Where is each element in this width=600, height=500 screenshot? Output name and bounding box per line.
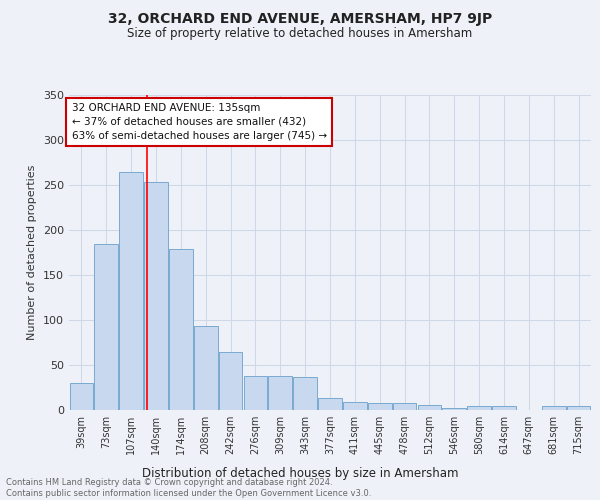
Bar bbox=[368, 403, 392, 410]
Bar bbox=[393, 403, 416, 410]
Bar bbox=[119, 172, 143, 410]
Bar bbox=[244, 376, 267, 410]
Bar bbox=[492, 406, 516, 410]
Bar bbox=[567, 406, 590, 410]
Text: 32, ORCHARD END AVENUE, AMERSHAM, HP7 9JP: 32, ORCHARD END AVENUE, AMERSHAM, HP7 9J… bbox=[108, 12, 492, 26]
Text: Size of property relative to detached houses in Amersham: Size of property relative to detached ho… bbox=[127, 28, 473, 40]
Bar bbox=[70, 383, 93, 410]
Bar bbox=[542, 406, 566, 410]
Y-axis label: Number of detached properties: Number of detached properties bbox=[28, 165, 37, 340]
Text: 32 ORCHARD END AVENUE: 135sqm
← 37% of detached houses are smaller (432)
63% of : 32 ORCHARD END AVENUE: 135sqm ← 37% of d… bbox=[71, 103, 327, 141]
Bar bbox=[144, 182, 168, 410]
Bar bbox=[194, 326, 218, 410]
Bar bbox=[318, 398, 342, 410]
Bar bbox=[442, 408, 466, 410]
Bar bbox=[268, 376, 292, 410]
Bar bbox=[467, 406, 491, 410]
Bar bbox=[293, 376, 317, 410]
Text: Distribution of detached houses by size in Amersham: Distribution of detached houses by size … bbox=[142, 467, 458, 480]
Bar bbox=[418, 404, 441, 410]
Text: Contains HM Land Registry data © Crown copyright and database right 2024.
Contai: Contains HM Land Registry data © Crown c… bbox=[6, 478, 371, 498]
Bar bbox=[343, 402, 367, 410]
Bar bbox=[94, 244, 118, 410]
Bar bbox=[169, 249, 193, 410]
Bar bbox=[219, 352, 242, 410]
